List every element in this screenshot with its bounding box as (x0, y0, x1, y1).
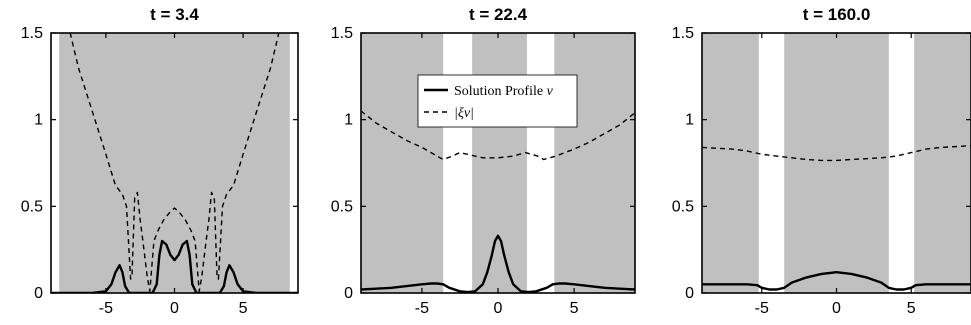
y-tick-label: 0.5 (331, 198, 353, 215)
shaded-region-2 (784, 33, 889, 293)
legend-label-text: Solution Profile (454, 84, 547, 99)
y-tick-label: 0 (344, 285, 353, 302)
shaded-regions (361, 33, 635, 293)
legend-label-math: |ξv| (454, 106, 474, 121)
y-tick-label: 0.5 (21, 198, 43, 215)
shaded-regions (59, 33, 290, 293)
y-tick-label: 1 (34, 112, 43, 129)
chart-panels: -5 0 5 0 0.5 1 1.5 t = 3.4 -5 0 5 0 0.5 1 1.5 t = 22.4 S… (21, 5, 971, 317)
chart-panel-3: -5 0 5 0 0.5 1 1.5 t = 160.0 (672, 5, 971, 317)
y-tick-label: 1 (344, 112, 353, 129)
solution-profile-line-1 (702, 271, 971, 291)
y-tick-label: 1.5 (672, 25, 694, 42)
y-tick-label: 1.5 (21, 25, 43, 42)
shaded-region-2 (472, 33, 527, 293)
series-lines (51, 33, 298, 293)
y-tick-label: 0 (685, 285, 694, 302)
legend-label-1: Solution Profile v (454, 84, 554, 99)
x-tick-label: 0 (170, 300, 179, 317)
x-tick-label: -5 (415, 300, 429, 317)
xi-magnitude-line-2 (702, 145, 971, 162)
chart-panel-2: -5 0 5 0 0.5 1 1.5 t = 22.4 Solution Profile v |ξ… (331, 5, 636, 317)
chart-title: t = 22.4 (469, 5, 528, 24)
x-tick-label: -5 (99, 300, 113, 317)
legend-box (417, 74, 578, 128)
shaded-regions (702, 33, 971, 293)
shaded-region-1 (702, 33, 759, 293)
legend: Solution Profile v |ξv| (417, 74, 578, 128)
x-tick-label: -5 (755, 300, 769, 317)
x-tick-label: 0 (832, 300, 841, 317)
xi-magnitude-line-2 (69, 33, 280, 292)
x-tick-label: 0 (494, 300, 503, 317)
shaded-region-1 (59, 33, 290, 293)
solution-profile-line-1 (51, 239, 298, 293)
series-lines (702, 145, 971, 291)
y-tick-label: 1.5 (331, 25, 353, 42)
y-tick-label: 1 (685, 112, 694, 129)
shaded-region-3 (914, 33, 971, 293)
series-lines (361, 110, 635, 293)
solution-profile-line-1 (361, 234, 635, 293)
x-tick-label: 5 (570, 300, 579, 317)
xi-magnitude-line-2 (361, 110, 635, 161)
shaded-region-3 (554, 33, 635, 293)
y-tick-label: 0 (34, 285, 43, 302)
chart-panel-1: -5 0 5 0 0.5 1 1.5 t = 3.4 (21, 5, 299, 317)
x-tick-label: 5 (239, 300, 248, 317)
y-tick-label: 0.5 (672, 198, 694, 215)
chart-title: t = 3.4 (150, 5, 199, 24)
shaded-region-1 (361, 33, 444, 293)
x-tick-label: 5 (907, 300, 916, 317)
chart-title: t = 160.0 (803, 5, 871, 24)
legend-label-2: |ξv| (454, 106, 474, 121)
legend-label-math: v (547, 84, 554, 99)
